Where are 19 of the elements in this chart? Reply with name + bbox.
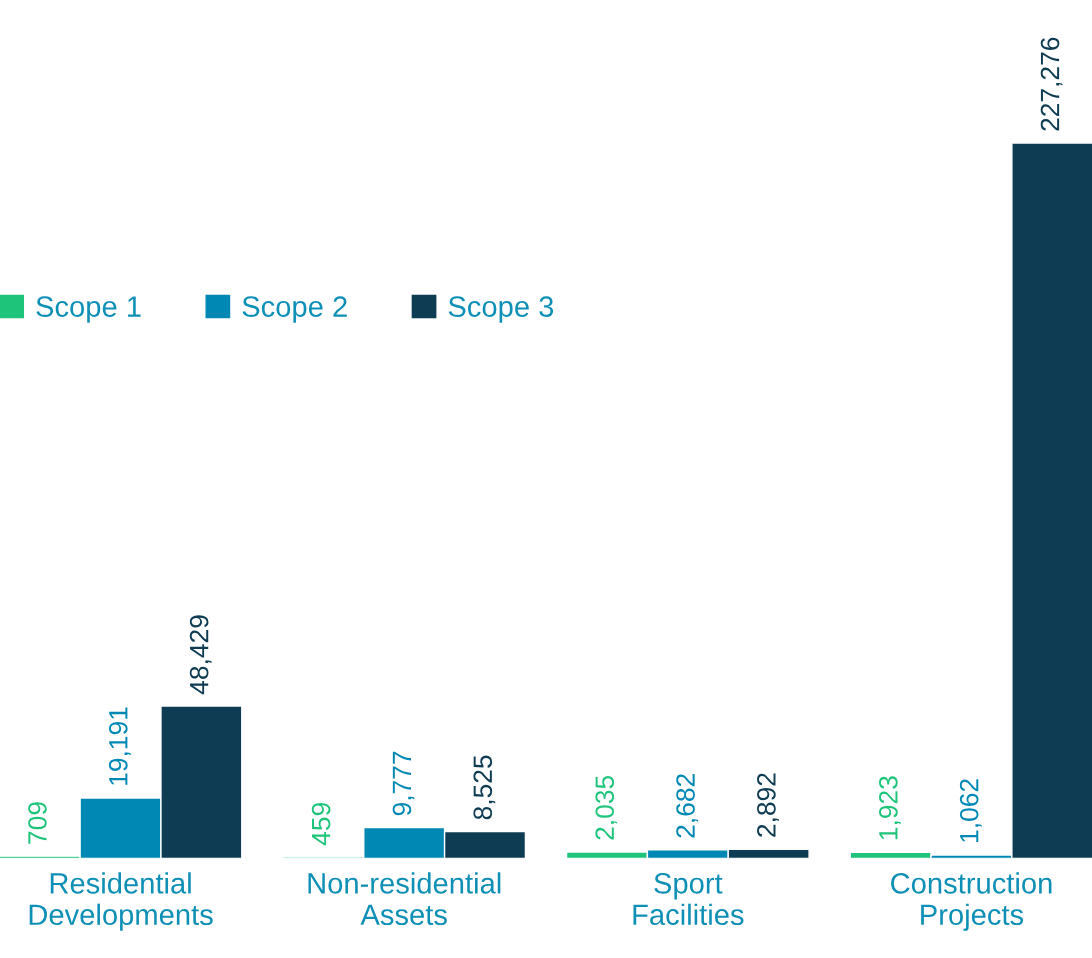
data-label: 709 bbox=[28, 802, 47, 844]
data-label: 2,892 bbox=[757, 773, 779, 837]
legend-label: Scope 1 bbox=[36, 296, 141, 323]
legend-label: Scope 2 bbox=[242, 296, 347, 323]
data-label: 8,525 bbox=[473, 755, 496, 820]
data-label: 48,429 bbox=[189, 615, 212, 695]
data-label: 19,191 bbox=[108, 707, 131, 785]
x-tick-label: Non-residential Assets bbox=[308, 872, 501, 926]
data-label: 459 bbox=[311, 803, 331, 846]
data-label: 2,682 bbox=[676, 774, 699, 838]
data-label: 227,276 bbox=[1040, 37, 1063, 131]
x-tick-label: Residential Developments bbox=[29, 872, 213, 931]
data-label: 2,035 bbox=[595, 775, 618, 840]
data-label: 1,923 bbox=[879, 776, 901, 840]
data-label: 9,777 bbox=[392, 751, 415, 816]
legend-label: Scope 3 bbox=[448, 296, 554, 323]
x-tick-label: Sport Facilities bbox=[633, 873, 744, 926]
data-label: 1,062 bbox=[959, 779, 982, 842]
x-tick-label: Construction Projects bbox=[891, 872, 1052, 931]
